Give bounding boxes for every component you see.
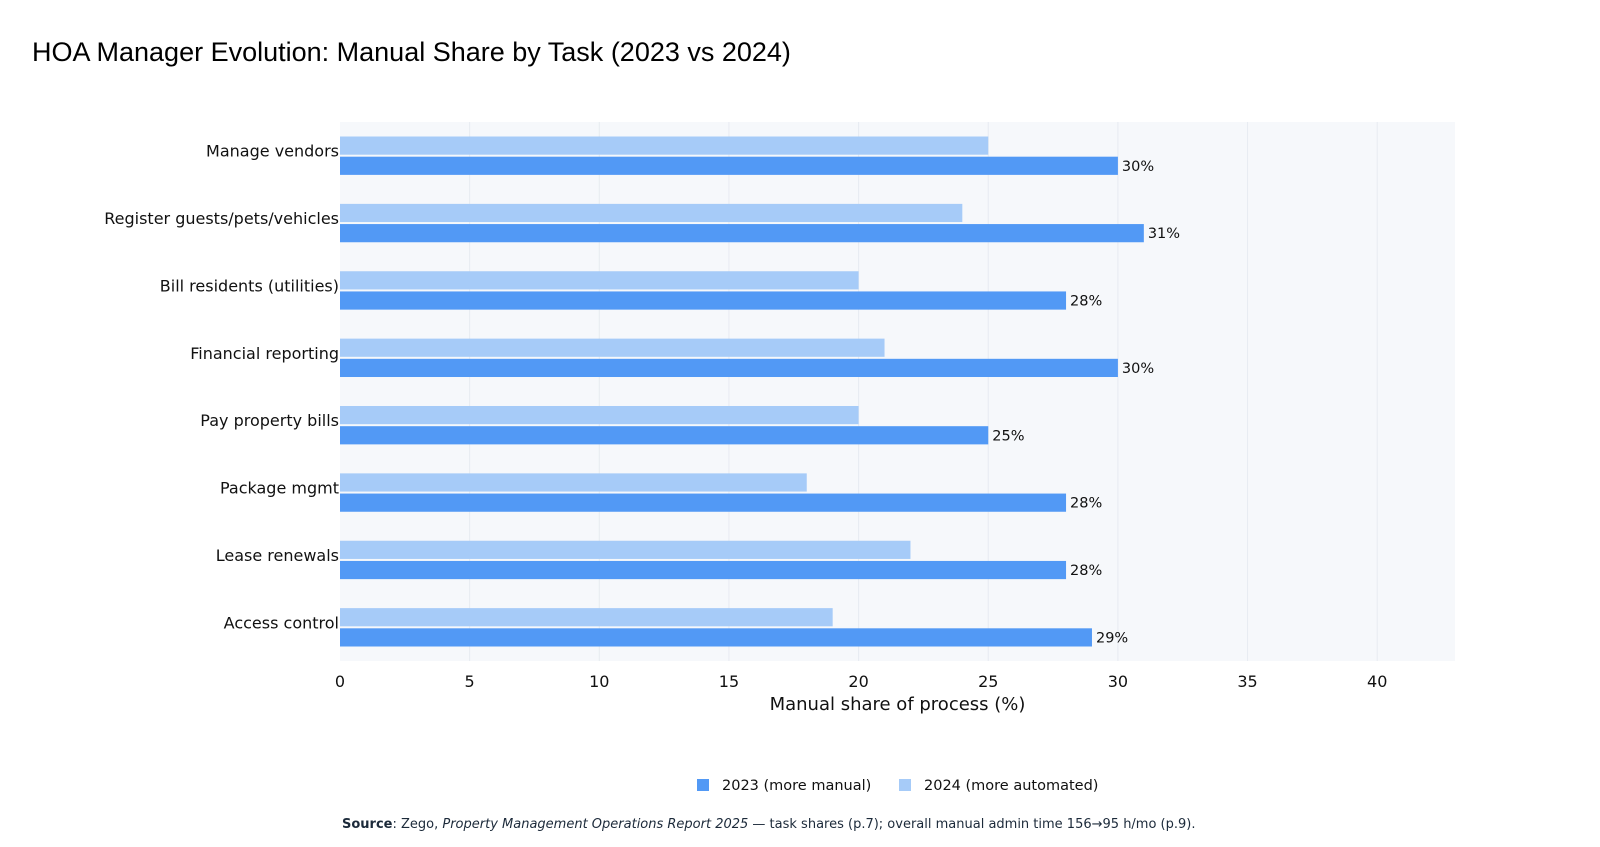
bar-2023 (340, 156, 1118, 175)
data-label-2023: 28% (1070, 294, 1102, 310)
source-label: Source (342, 817, 393, 832)
source-note: Source: Zego, Property Management Operat… (342, 817, 1196, 832)
category-label: Package mgmt (220, 479, 339, 498)
x-tick-label: 35 (1237, 672, 1257, 691)
category-label: Bill residents (utilities) (160, 276, 339, 295)
bar-2023 (340, 426, 989, 445)
category-label: Register guests/pets/vehicles (104, 209, 339, 228)
category-labels: Manage vendors Register guests/pets/vehic… (104, 142, 339, 633)
category-label: Lease renewals (216, 546, 339, 565)
category-label: Manage vendors (206, 142, 339, 161)
x-tick-label: 0 (335, 672, 345, 691)
x-tick-label: 15 (719, 672, 739, 691)
data-label-2023: 29% (1096, 630, 1128, 646)
source-text-before: : Zego, (392, 817, 443, 832)
data-label-2023: 25% (992, 428, 1024, 444)
data-label-2023: 31% (1148, 226, 1180, 242)
bar-2024 (340, 203, 963, 223)
bar-2024 (340, 405, 859, 425)
plot-area (340, 122, 1455, 661)
bar-2024 (340, 136, 989, 155)
bar-2023 (340, 358, 1118, 378)
bar-2023 (340, 493, 1067, 512)
bar-2023 (340, 291, 1067, 310)
x-axis-ticks: 0 5 10 15 20 25 30 35 40 (335, 672, 1387, 691)
category-label: Financial reporting (190, 344, 339, 363)
bars (340, 136, 1144, 647)
x-tick-label: 10 (589, 672, 609, 691)
legend-item-label[interactable]: 2023 (more manual) (722, 778, 871, 794)
bar-2024 (340, 271, 859, 290)
bar-2023 (340, 224, 1144, 243)
data-label-2023: 28% (1070, 563, 1102, 579)
category-label: Access control (224, 613, 339, 632)
data-label-2023: 30% (1122, 159, 1154, 175)
data-labels: 30% 31% 28% 30% 25% 28% 28% 29% (992, 159, 1180, 647)
legend-swatch[interactable] (899, 779, 911, 791)
bar-2023 (340, 628, 1092, 647)
x-axis-title: Manual share of process (%) (770, 694, 1026, 715)
x-tick-label: 25 (978, 672, 998, 691)
bar-2024 (340, 540, 911, 559)
category-label: Pay property bills (200, 411, 339, 430)
legend-item-label[interactable]: 2024 (more automated) (924, 778, 1098, 794)
bar-2024 (340, 338, 885, 357)
x-tick-label: 40 (1367, 672, 1387, 691)
data-label-2023: 30% (1122, 361, 1154, 377)
x-tick-label: 30 (1108, 672, 1128, 691)
x-tick-label: 5 (465, 672, 475, 691)
legend-swatch[interactable] (697, 779, 709, 791)
bar-2024 (340, 608, 833, 627)
legend[interactable]: 2023 (more manual) 2024 (more automated) (697, 778, 1098, 794)
x-tick-label: 20 (848, 672, 868, 691)
data-label-2023: 28% (1070, 496, 1102, 512)
source-text-after: — task shares (p.7); overall manual admi… (748, 817, 1196, 832)
chart-title: HOA Manager Evolution: Manual Share by T… (32, 37, 791, 67)
source-publication: Property Management Operations Report 20… (442, 817, 749, 832)
bar-2023 (340, 560, 1067, 580)
bar-2024 (340, 473, 807, 492)
